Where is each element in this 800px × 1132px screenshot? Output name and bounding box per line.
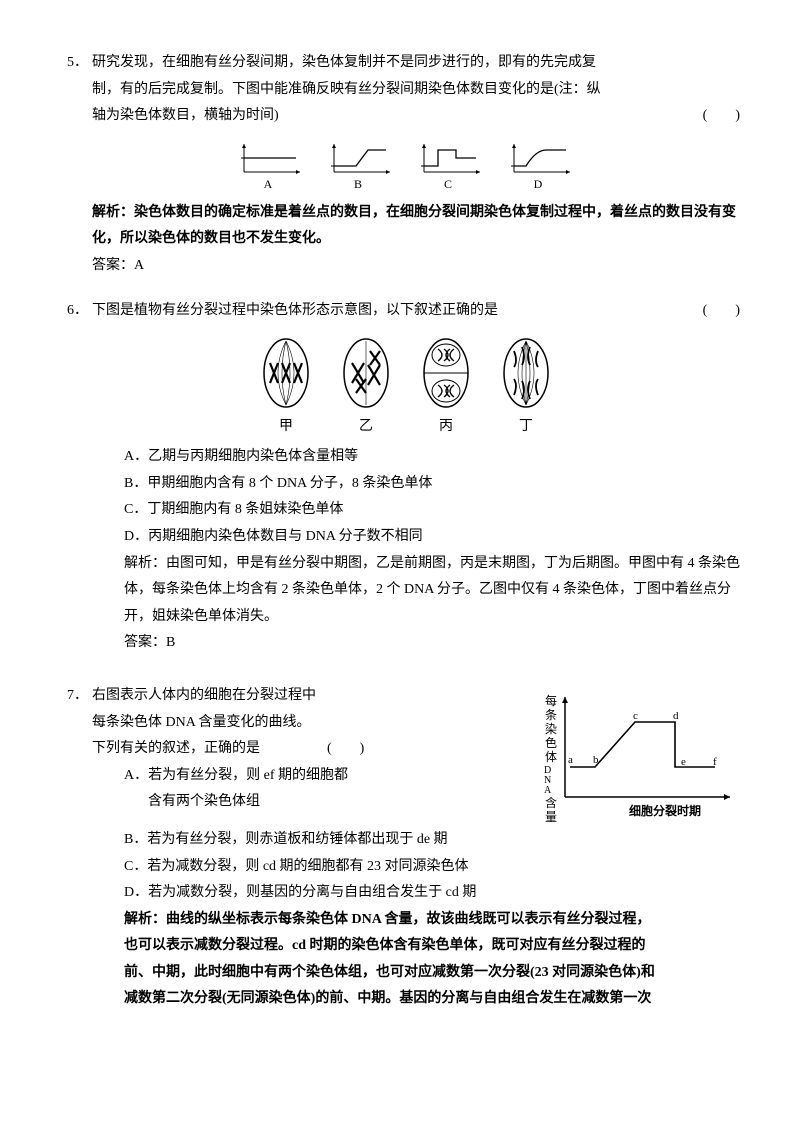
q6-cells: 甲 乙: [92, 330, 740, 440]
q6-cells-svg: 甲 乙: [246, 330, 586, 440]
q7-blank-paren: ( ): [327, 741, 364, 756]
svg-text:甲: 甲: [279, 419, 293, 434]
svg-text:量: 量: [545, 810, 557, 824]
svg-text:含: 含: [545, 795, 557, 810]
q5-explanation: 解析：染色体数目的确定标准是着丝点的数目，在细胞分裂间期染色体复制过程中，着丝点…: [92, 200, 740, 253]
question-7: 7． 每 条 染 色 体 D N A 含 量: [60, 683, 740, 1013]
q5-chart-b: B: [331, 144, 390, 191]
svg-text:丁: 丁: [519, 419, 533, 434]
q5-charts: A B: [92, 136, 740, 196]
question-6: 6． 下图是植物有丝分裂过程中染色体形态示意图，以下叙述正确的是 ( ): [60, 298, 740, 657]
q5-answer: 答案：A: [92, 253, 740, 280]
q6-option-b: B．甲期细胞内含有 8 个 DNA 分子，8 条染色单体: [92, 471, 740, 498]
q7-option-b: B．若为有丝分裂，则赤道板和纺锤体都出现于 de 期: [92, 827, 740, 854]
q5-chart-b-label: B: [354, 177, 362, 191]
q6-cell-yi: 乙: [344, 339, 388, 434]
q7-text-line2: 每条染色体 DNA 含量变化的曲线。: [92, 710, 740, 737]
q5-chart-d-label: D: [534, 177, 543, 191]
q6-cell-jia: 甲: [264, 339, 308, 434]
q7-explanation-l4: 减数第二次分裂(无同源染色体)的前、中期。基因的分离与自由组合发生在减数第一次: [92, 986, 740, 1013]
q7-xlabel: 细胞分裂时期: [629, 803, 701, 818]
q6-option-c: C．丁期细胞内有 8 条姐妹染色单体: [92, 497, 740, 524]
q6-blank-paren: ( ): [703, 298, 740, 325]
svg-text:A: A: [544, 785, 552, 796]
question-5: 5． 研究发现，在细胞有丝分裂间期，染色体复制并不是同步进行的，即有的先完成复 …: [60, 50, 740, 280]
q7-option-d: D．若为减数分裂，则基因的分离与自由组合发生于 cd 期: [92, 880, 740, 907]
q7-text-line3: 下列有关的叙述，正确的是 ( ): [92, 736, 740, 763]
q6-answer: 答案：B: [92, 630, 740, 657]
q5-charts-svg: A B: [226, 136, 606, 196]
q5-blank-paren: ( ): [703, 103, 740, 130]
q7-explanation-l1: 解析：曲线的纵坐标表示每条染色体 DNA 含量，故该曲线既可以表示有丝分裂过程，: [92, 907, 740, 934]
svg-text:乙: 乙: [359, 418, 373, 434]
q5-chart-a: A: [241, 144, 300, 191]
q5-chart-d: D: [511, 144, 570, 191]
q7-option-c: C．若为减数分裂，则 cd 期的细胞都有 23 对同源染色体: [92, 854, 740, 881]
q6-number: 6．: [60, 298, 92, 325]
q7-number: 7．: [60, 683, 92, 710]
q5-text-line2: 制，有的后完成复制。下图中能准确反映有丝分裂间期染色体数目变化的是(注：纵: [92, 77, 740, 104]
q6-text-line1: 下图是植物有丝分裂过程中染色体形态示意图，以下叙述正确的是 ( ): [92, 298, 740, 325]
q5-chart-c-label: C: [444, 177, 452, 191]
q5-chart-c: C: [421, 144, 480, 191]
svg-text:丙: 丙: [439, 419, 453, 434]
q6-cell-ding: 丁: [504, 339, 548, 434]
q5-number: 5．: [60, 50, 92, 77]
q6-cell-bing: 丙: [424, 339, 468, 434]
q7-text-line1: 右图表示人体内的细胞在分裂过程中: [92, 683, 740, 710]
q7-explanation-l2: 也可以表示减数分裂过程。cd 时期的染色体含有染色单体，既可对应有丝分裂过程的: [92, 933, 740, 960]
q5-text-line3: 轴为染色体数目，横轴为时间) ( ): [92, 103, 740, 130]
q7-explanation-l3: 前、中期，此时细胞中有两个染色体组，也可对应减数第一次分裂(23 对同源染色体)…: [92, 960, 740, 987]
q5-chart-a-label: A: [264, 177, 273, 191]
q6-option-a: A．乙期与丙期细胞内染色体含量相等: [92, 444, 740, 471]
q6-explanation: 解析：由图可知，甲是有丝分裂中期图，乙是前期图，丙是末期图，丁为后期图。甲图中有…: [92, 551, 740, 631]
q6-option-d: D．丙期细胞内染色体数目与 DNA 分子数不相同: [92, 524, 740, 551]
q5-text-line1: 研究发现，在细胞有丝分裂间期，染色体复制并不是同步进行的，即有的先完成复: [92, 50, 740, 77]
